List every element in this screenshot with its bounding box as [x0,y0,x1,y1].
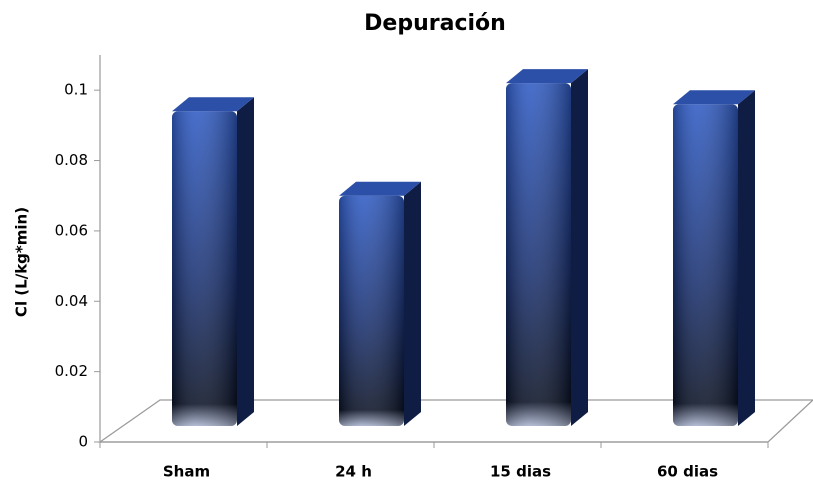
y-tick-label: 0.04 [55,292,88,310]
bar-shade [506,83,571,427]
chart-title: Depuración [364,11,506,36]
bar [172,97,254,427]
bar [506,69,588,427]
y-tick-label: 0.06 [55,221,88,239]
bar-side [571,69,588,427]
bar [339,181,421,426]
bar-shade [339,195,404,426]
y-tick-label: 0 [78,433,88,451]
bar-side [738,90,755,426]
y-tick-label: 0.08 [55,151,88,169]
bar-top [339,181,421,196]
bar-shade [172,111,237,427]
bar-top [172,97,254,112]
y-axis-label: Cl (L/kg*min) [13,207,31,317]
bar-side [404,181,421,426]
x-tick-label: 24 h [335,463,372,481]
x-tick-label: Sham [163,463,210,481]
bar-shade [673,104,738,426]
bar [673,90,755,426]
x-tick-label: 60 dias [657,463,718,481]
bar-top [673,90,755,105]
bar-side [237,97,254,427]
x-tick-label: 15 dias [490,463,551,481]
y-tick-label: 0.1 [64,81,88,99]
y-tick-label: 0.02 [55,362,88,380]
bar-top [506,69,588,84]
